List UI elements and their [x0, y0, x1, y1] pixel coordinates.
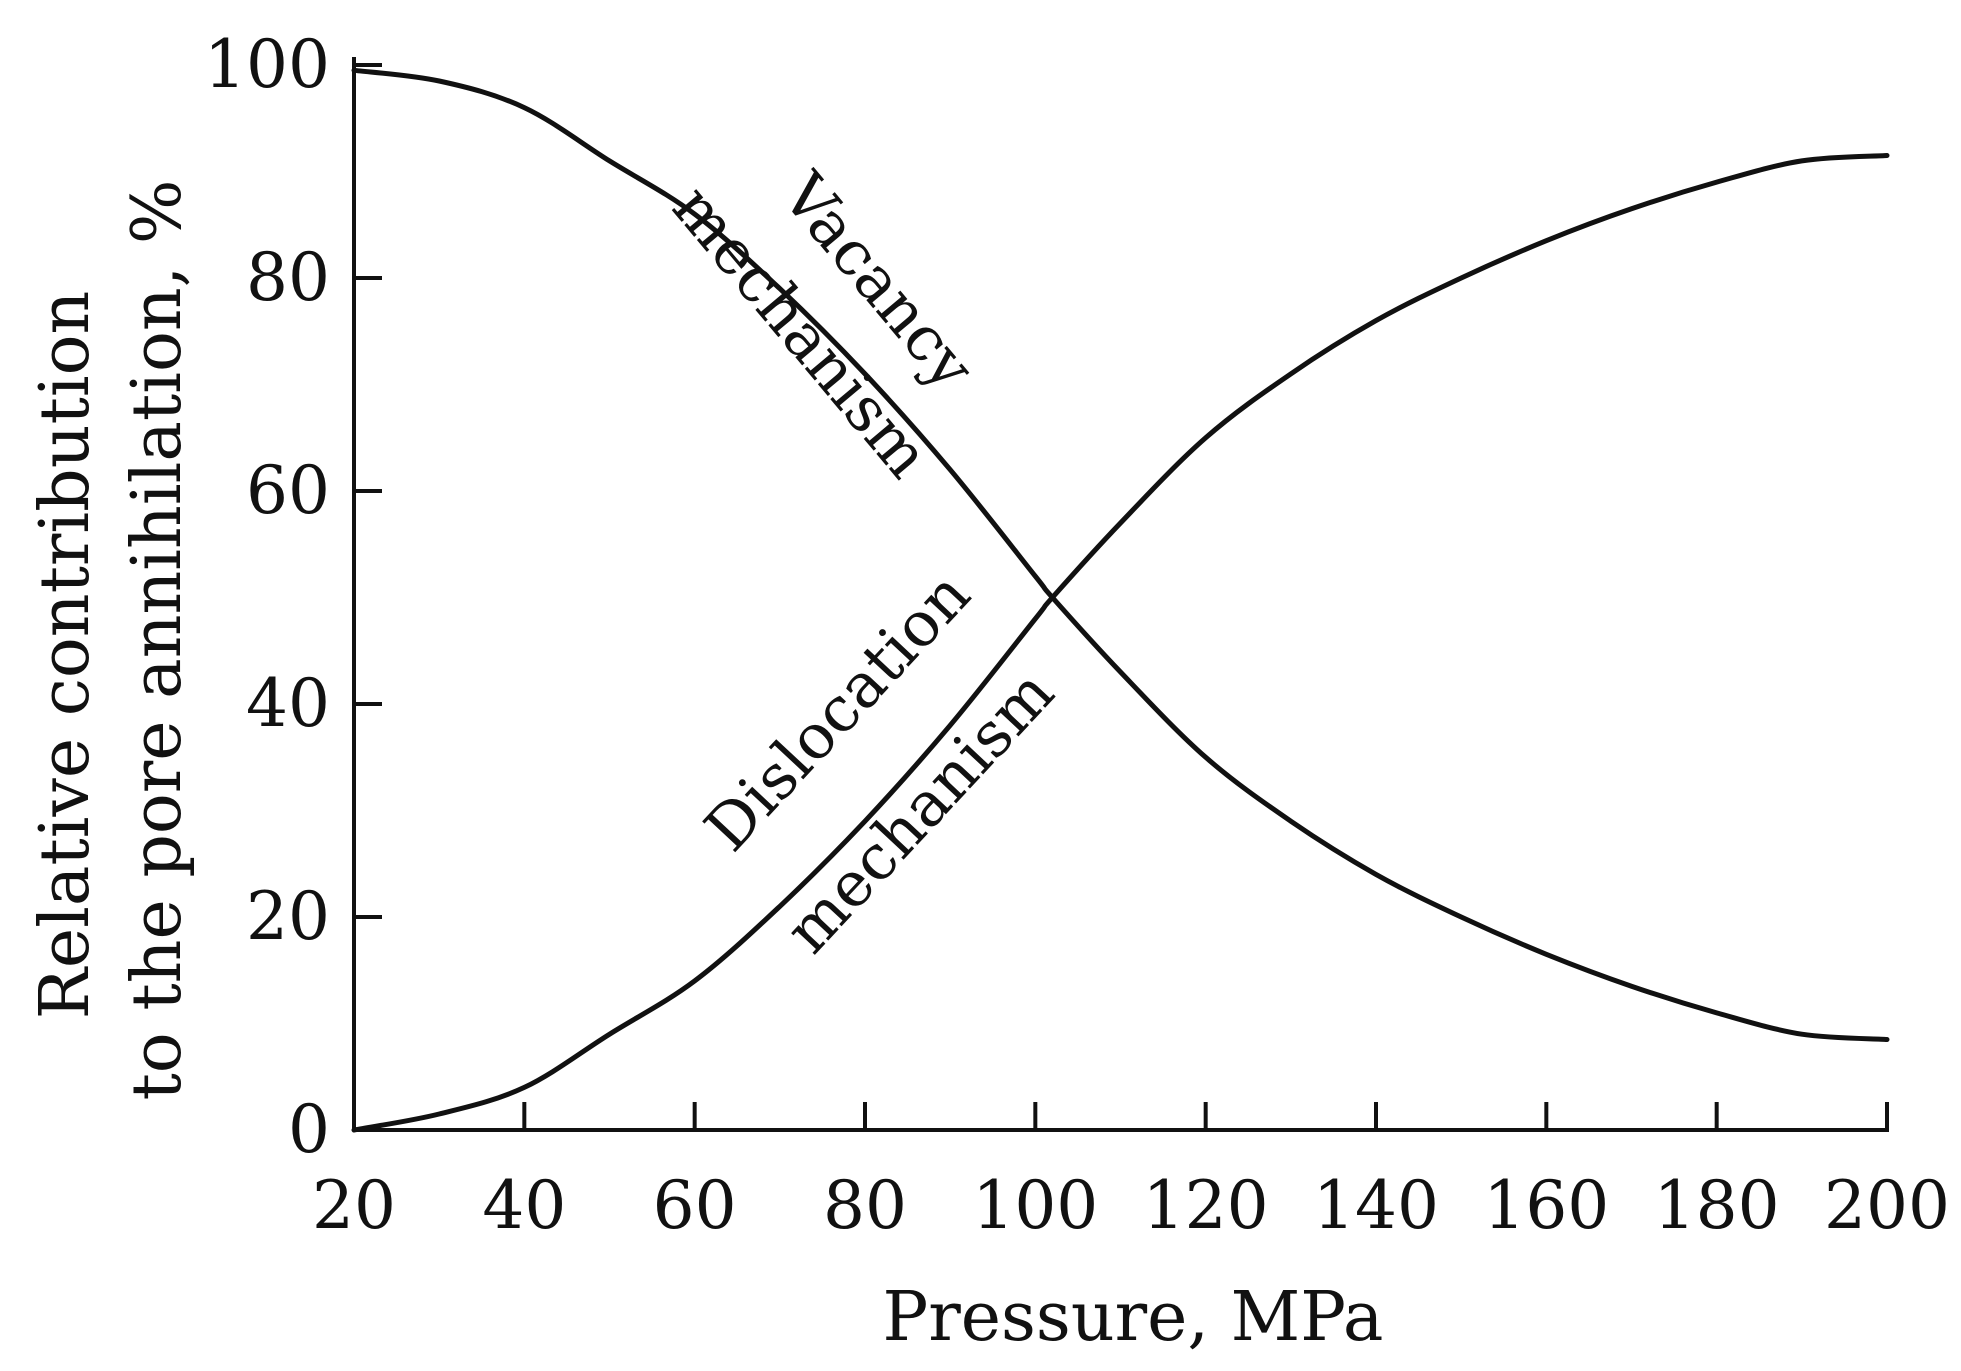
x-tick-label: 40	[482, 1167, 566, 1244]
y-tick-label: 0	[288, 1091, 330, 1168]
series-lines	[351, 67, 1890, 1133]
x-tick-label: 180	[1654, 1167, 1780, 1244]
vacancy-mechanism-label: Vacancy mechanism	[659, 158, 990, 491]
y-tick-label: 40	[246, 665, 330, 742]
dislocation-mechanism-line	[351, 153, 1890, 1133]
x-tick-label: 120	[1143, 1167, 1269, 1244]
y-axis-title-line-2: to the pore annihilation, %	[118, 179, 197, 1100]
x-axis-ticks: 20 40 60 80 100 120 140 160 180 200	[312, 1102, 1950, 1244]
x-axis-title: Pressure, MPa	[883, 1278, 1384, 1357]
vacancy-mechanism-line	[351, 67, 1890, 1042]
x-tick-label: 20	[312, 1167, 396, 1244]
y-axis-ticks: 0 20 40 60 80 100	[204, 26, 382, 1168]
x-tick-label: 100	[972, 1167, 1098, 1244]
x-tick-label: 80	[823, 1167, 907, 1244]
y-tick-label: 60	[246, 452, 330, 529]
x-tick-label: 60	[653, 1167, 737, 1244]
y-axis-title-line-1: Relative contribution	[26, 291, 105, 1020]
y-tick-label: 100	[204, 26, 330, 103]
x-tick-label: 140	[1313, 1167, 1439, 1244]
y-tick-label: 20	[246, 878, 330, 955]
y-tick-label: 80	[246, 239, 330, 316]
dislocation-mechanism-label: Dislocation mechanism	[690, 558, 1067, 967]
x-tick-label: 160	[1483, 1167, 1609, 1244]
x-tick-label: 200	[1824, 1167, 1950, 1244]
y-axis-title: Relative contribution to the pore annihi…	[26, 179, 197, 1100]
